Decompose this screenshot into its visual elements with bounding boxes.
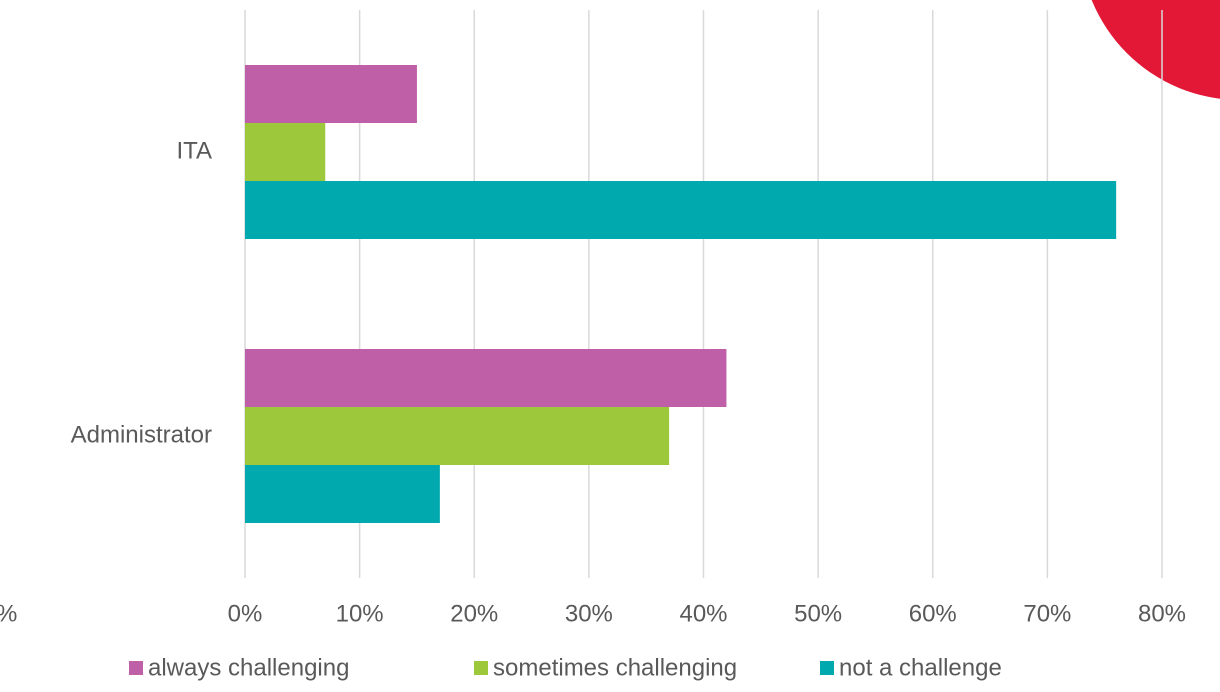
bar bbox=[245, 181, 1117, 239]
legend-label: always challenging bbox=[148, 654, 349, 681]
bar bbox=[245, 465, 440, 523]
decoration-circle bbox=[1091, 0, 1220, 99]
legend-swatch bbox=[129, 661, 143, 675]
x-tick-label: 40% bbox=[679, 600, 727, 627]
x-tick-label: 50% bbox=[794, 600, 842, 627]
x-tick-label: 60% bbox=[909, 600, 957, 627]
legend-label: not a challenge bbox=[839, 654, 1002, 681]
x-tick-label: 70% bbox=[1023, 600, 1071, 627]
x-tick-label: 0% bbox=[228, 600, 263, 627]
legend-label: sometimes challenging bbox=[493, 654, 737, 681]
bar bbox=[245, 349, 727, 407]
y-tick-label: Administrator bbox=[71, 421, 212, 448]
x-tick-label: 30% bbox=[565, 600, 613, 627]
x-tick-label: 10% bbox=[336, 600, 384, 627]
bar bbox=[245, 407, 670, 465]
x-tick-label: 20% bbox=[450, 600, 498, 627]
legend-swatch bbox=[474, 661, 488, 675]
y-tick-label: ITA bbox=[176, 137, 212, 164]
cropped-label: % bbox=[0, 600, 17, 627]
bar bbox=[245, 123, 326, 181]
legend-swatch bbox=[820, 661, 834, 675]
bar bbox=[245, 65, 417, 123]
x-tick-label: 80% bbox=[1138, 600, 1186, 627]
